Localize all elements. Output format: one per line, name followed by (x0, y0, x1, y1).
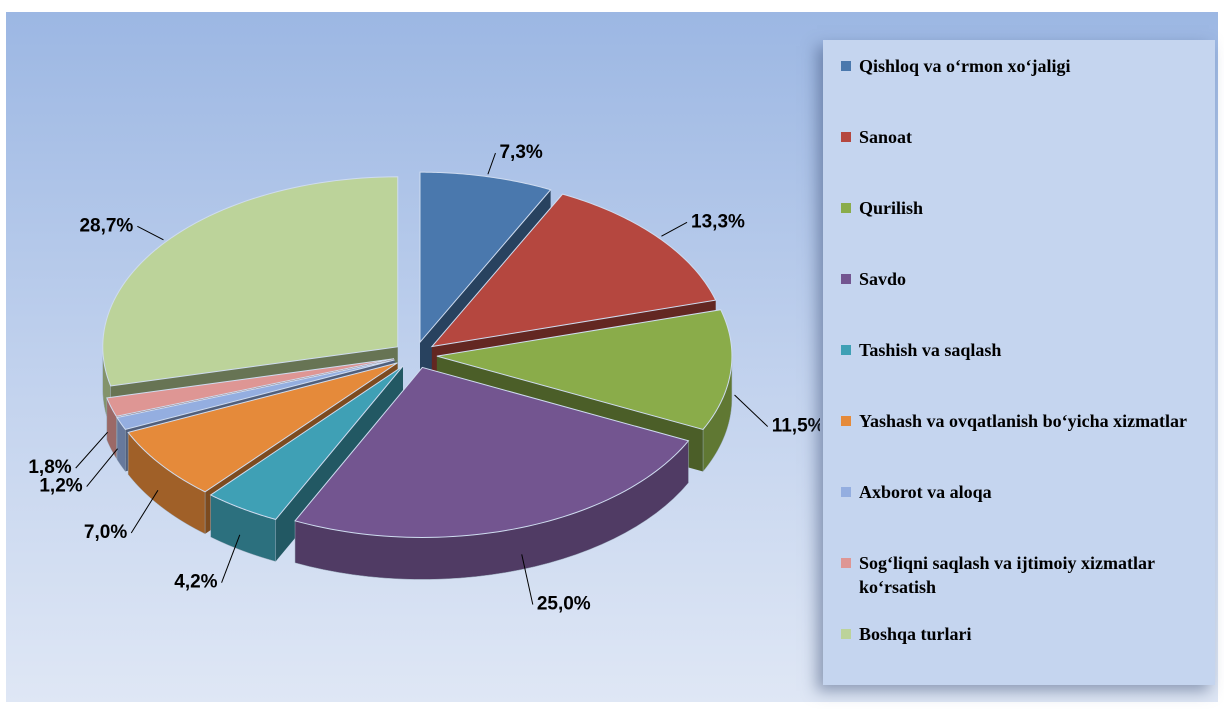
data-label: 11,5% (772, 416, 820, 437)
data-label: 4,2% (174, 572, 217, 593)
legend: Qishloq va o‘rmon xo‘jaligi Sanoat Qurilis… (823, 40, 1215, 685)
slice-top (436, 309, 733, 431)
legend-label: Yashash va ovqatlanish bo‘yicha xizmatla… (859, 411, 1188, 431)
legend-label: Savdo (859, 269, 907, 289)
slice-top (419, 171, 552, 344)
slice-top (430, 193, 717, 348)
data-label: 1,2% (39, 476, 82, 497)
legend-label: Tashish va saqlash (859, 340, 1002, 360)
data-label: 1,8% (28, 457, 71, 478)
legend-label: Boshqa turlari (859, 624, 972, 644)
legend-label: Sanoat (859, 127, 913, 147)
data-label: 13,3% (691, 211, 745, 232)
leader-line (661, 221, 688, 237)
legend-swatch (841, 61, 851, 71)
legend-swatch (841, 345, 851, 355)
legend-item: Sanoat (841, 125, 1201, 196)
legend-item: Yashash va ovqatlanish bo‘yicha xizmatla… (841, 409, 1201, 480)
slice-top (127, 362, 398, 493)
data-label: 28,7% (79, 215, 133, 236)
legend-item: Qurilish (841, 196, 1201, 267)
slice-top (106, 358, 395, 417)
leader-line (86, 448, 118, 487)
chart: 7,3% 13,3% 11,5% 25,0% 4,2% 7,0% 1,2%1,8% 28,7% (28, 142, 820, 615)
leader-line (221, 534, 241, 583)
legend-swatch (841, 558, 851, 568)
slice-top (102, 176, 399, 387)
legend-label: Axborot va aloqa (859, 482, 992, 502)
data-label: 7,3% (499, 142, 542, 163)
slice-top (294, 366, 690, 538)
slice-top (209, 365, 404, 520)
legend-swatch (841, 416, 851, 426)
legend-label: Sog‘liqni saqlash va ijtimoiy xizmatlar … (859, 553, 1155, 597)
legend-label: Qishloq va o‘rmon xo‘jaligi (859, 56, 1071, 76)
leader-line (137, 225, 164, 241)
slice-top (116, 359, 395, 430)
legend-swatch (841, 629, 851, 639)
legend-item: Tashish va saqlash (841, 338, 1201, 409)
legend-label: Qurilish (859, 198, 924, 218)
leader-line (734, 394, 769, 427)
data-label: 25,0% (537, 594, 591, 615)
leader-line (75, 431, 108, 469)
legend-swatch (841, 132, 851, 142)
leader-line (130, 490, 159, 534)
legend-swatch (841, 203, 851, 213)
legend-item: Boshqa turlari (841, 622, 1201, 693)
legend-item: Savdo (841, 267, 1201, 338)
slice (294, 366, 690, 580)
data-label: 7,0% (84, 522, 127, 543)
legend-item: Sog‘liqni saqlash va ijtimoiy xizmatlar … (841, 551, 1201, 622)
leader-line (487, 152, 496, 175)
legend-swatch (841, 274, 851, 284)
legend-item: Axborot va aloqa (841, 480, 1201, 551)
legend-swatch (841, 487, 851, 497)
leader-line (521, 554, 534, 605)
legend-item: Qishloq va o‘rmon xo‘jaligi (841, 54, 1201, 125)
